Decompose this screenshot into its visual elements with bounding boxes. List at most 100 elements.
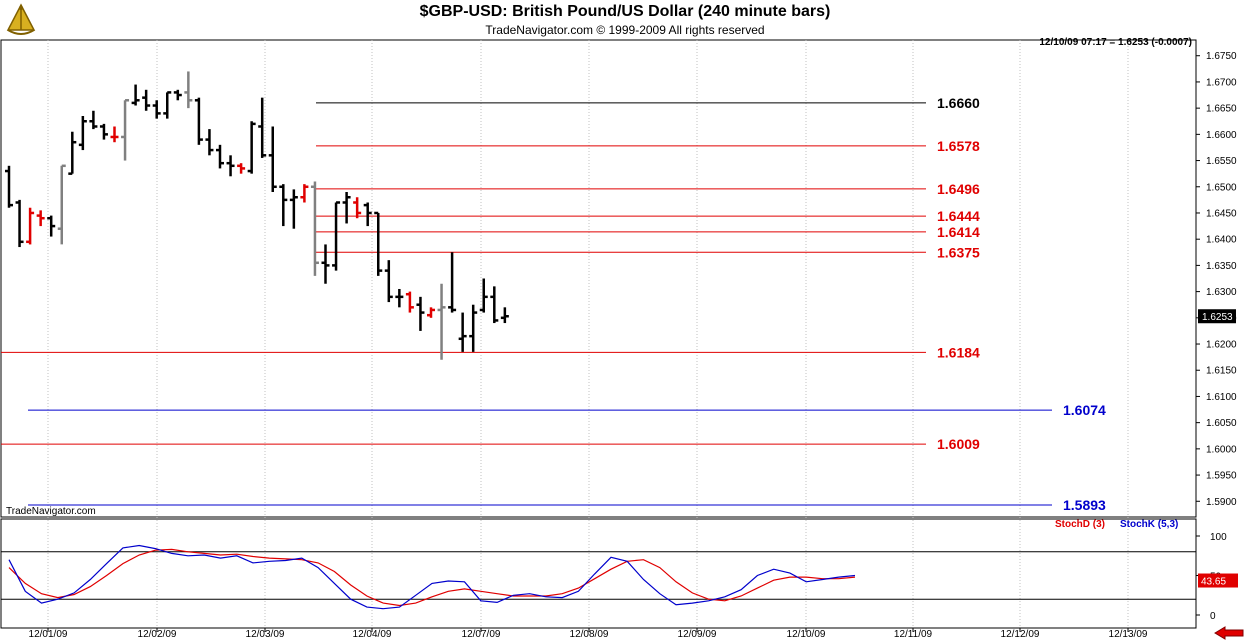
ohlc-bar — [384, 260, 393, 303]
level-label: 1.6414 — [937, 224, 980, 240]
level-label: 1.6184 — [937, 344, 980, 360]
ohlc-bar — [405, 291, 414, 313]
y-tick-label: 1.6650 — [1206, 104, 1237, 115]
ohlc-bar — [310, 181, 319, 276]
legend-stochd: StochD (3) — [1055, 519, 1105, 530]
stoch-panel-frame — [0, 518, 1197, 629]
y-tick-label: 1.6750 — [1206, 51, 1237, 62]
y-tick-label: 1.6700 — [1206, 77, 1237, 88]
y-tick-label: 1.5900 — [1206, 497, 1237, 508]
x-tick-label: 12/03/09 — [246, 629, 285, 640]
ohlc-bar — [26, 207, 35, 245]
y-tick-label: 1.6500 — [1206, 182, 1237, 193]
level-label: 1.6375 — [937, 244, 980, 260]
ohlc-bar — [321, 244, 330, 284]
x-tick-label: 12/08/09 — [570, 629, 609, 640]
level-label: 1.6444 — [937, 208, 980, 224]
stoch-series-line — [8, 544, 856, 610]
y-tick-label: 1.6300 — [1206, 287, 1237, 298]
axes: 12/01/09 12/02/09 12/03/09 12/04/09 12/07/09… — [29, 51, 1238, 640]
y-tick-label: 1.6350 — [1206, 261, 1237, 272]
ohlc-bar — [353, 197, 362, 219]
y-tick-label: 1.6200 — [1206, 340, 1237, 351]
ohlc-bar — [131, 84, 140, 106]
x-tick-label: 12/11/09 — [894, 629, 933, 640]
y-tick-label: 1.5950 — [1206, 471, 1237, 482]
ohlc-bar — [258, 97, 267, 158]
x-tick-label: 12/12/09 — [1001, 629, 1040, 640]
ohlc-bar — [469, 304, 478, 352]
level-label: 1.6009 — [937, 436, 980, 452]
y-tick-label: 1.6400 — [1206, 235, 1237, 246]
ohlc-bar — [342, 192, 351, 224]
ohlc-bar — [36, 210, 45, 227]
ohlc-bar — [205, 129, 214, 156]
stoch-y-tick-label: 0 — [1210, 611, 1216, 622]
x-tick-label: 12/13/09 — [1109, 629, 1148, 640]
ohlc-bar — [458, 312, 467, 352]
ohlc-bar — [395, 288, 404, 308]
sextant-logo-icon[interactable] — [4, 2, 38, 36]
ohlc-bar — [500, 307, 509, 324]
ohlc-bar — [332, 201, 341, 271]
last-price-label: 1.6253 — [1202, 312, 1233, 323]
price-readout: 12/10/09 07:17 = 1.6253 (-0.0007) — [1039, 37, 1192, 48]
y-tick-label: 1.6150 — [1206, 366, 1237, 377]
level-label: 1.5893 — [1063, 497, 1106, 513]
ohlc-bar — [479, 278, 488, 313]
stoch-last-value-label: 43.65 — [1201, 577, 1226, 588]
level-label: 1.6578 — [937, 138, 980, 154]
ohlc-bar — [437, 283, 446, 360]
x-tick-label: 12/07/09 — [462, 629, 501, 640]
ohlc-bar — [57, 164, 66, 245]
ohlc-bar — [47, 215, 56, 237]
ohlc-bar — [15, 199, 24, 248]
y-tick-label: 1.6050 — [1206, 418, 1237, 429]
back-arrow-icon[interactable] — [1213, 626, 1245, 640]
price-bars — [5, 71, 509, 360]
ohlc-bar — [268, 126, 277, 193]
chart-subtitle: TradeNavigator.com © 1999-2009 All right… — [485, 23, 765, 37]
stoch-y-tick-label: 100 — [1210, 532, 1227, 543]
stoch-series-line — [8, 548, 856, 607]
ohlc-bar — [289, 189, 298, 229]
ohlc-bar — [5, 165, 13, 208]
ohlc-bar — [173, 89, 182, 101]
price-panel-frame — [0, 39, 1197, 518]
y-tick-label: 1.6550 — [1206, 156, 1237, 167]
ohlc-bar — [279, 184, 288, 227]
ohlc-bar — [194, 97, 203, 145]
level-label: 1.6074 — [1063, 402, 1106, 418]
watermark: TradeNavigator.com — [6, 506, 96, 517]
ohlc-bar — [68, 131, 77, 175]
stoch-last-value-box — [1198, 573, 1238, 588]
ohlc-bar — [99, 123, 108, 140]
y-tick-label: 1.6600 — [1206, 130, 1237, 141]
y-tick-label: 1.6000 — [1206, 444, 1237, 455]
ohlc-bar — [490, 286, 499, 324]
ohlc-bar — [142, 89, 151, 111]
x-tick-label: 12/09/09 — [678, 629, 717, 640]
ohlc-bar — [427, 307, 435, 318]
x-tick-label: 12/04/09 — [353, 629, 392, 640]
ohlc-bar — [121, 99, 130, 161]
legend-stochk: StochK (5,3) — [1120, 519, 1179, 530]
chart-title: $GBP-USD: British Pound/US Dollar (240 m… — [419, 3, 831, 20]
ohlc-bar — [89, 110, 98, 130]
y-tick-label: 1.6450 — [1206, 208, 1237, 219]
ohlc-bar — [237, 163, 246, 174]
grid-layer — [0, 39, 1197, 629]
ohlc-bar — [152, 100, 161, 119]
ohlc-bar — [184, 71, 193, 109]
ohlc-bar — [448, 252, 457, 313]
level-label: 1.6660 — [937, 95, 980, 111]
level-label: 1.6496 — [937, 181, 980, 197]
ohlc-bar — [216, 144, 224, 169]
ohlc-bar — [247, 121, 256, 174]
stochastic-panel — [1, 544, 1196, 610]
ohlc-bar — [163, 91, 172, 119]
ohlc-bar — [300, 184, 309, 203]
last-price-box — [1198, 309, 1236, 324]
x-tick-label: 12/10/09 — [787, 629, 826, 640]
